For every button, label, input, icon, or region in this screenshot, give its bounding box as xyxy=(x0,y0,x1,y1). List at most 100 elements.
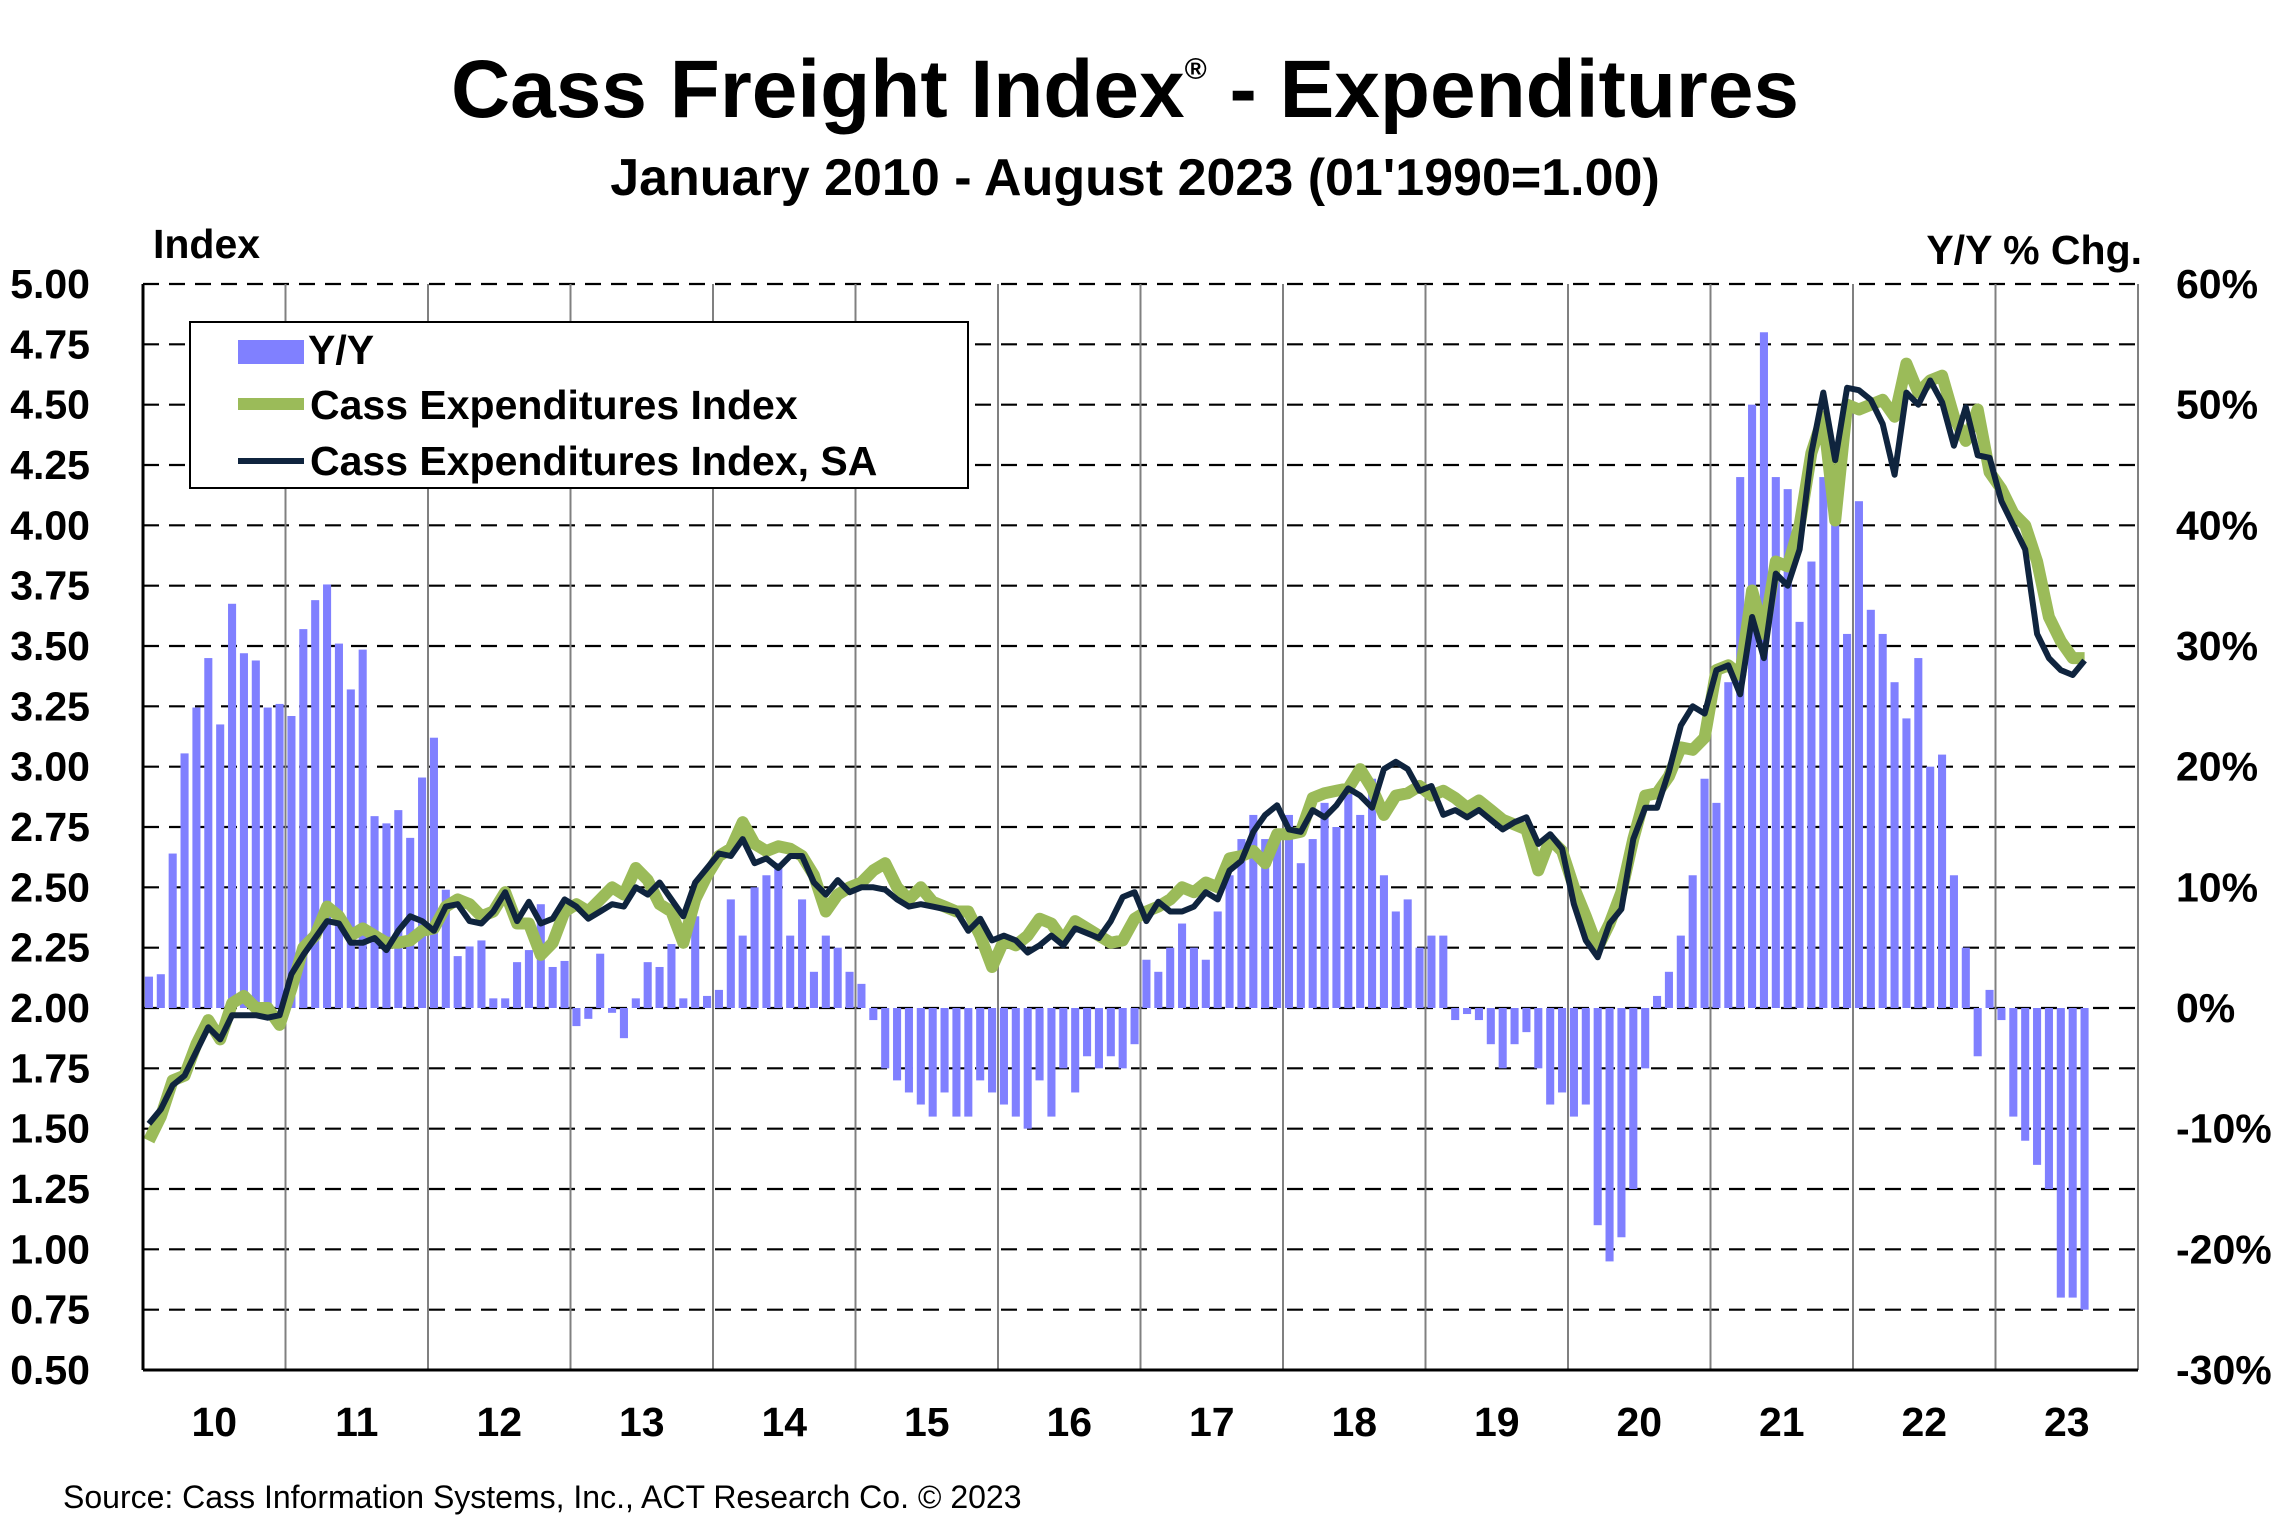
yy-bar xyxy=(1890,682,1899,1008)
yy-bar xyxy=(1688,875,1697,1008)
yy-bar xyxy=(655,966,664,1008)
y-tick-right: 0% xyxy=(2176,985,2235,1031)
yy-bar xyxy=(893,1008,902,1081)
legend-swatch-yy xyxy=(238,340,304,364)
yy-bar xyxy=(524,950,533,1008)
yy-bar xyxy=(2068,1008,2077,1298)
yy-bar xyxy=(1463,1008,1472,1015)
yy-bar xyxy=(1213,911,1222,1008)
y-tick-left: 2.75 xyxy=(10,804,90,850)
yy-bar xyxy=(1023,1008,1032,1129)
yy-bar xyxy=(2009,1008,2018,1117)
yy-bar xyxy=(287,715,296,1008)
yy-bar xyxy=(299,629,308,1008)
yy-bar xyxy=(1356,814,1365,1008)
axes xyxy=(141,284,2138,1372)
yy-bar xyxy=(619,1008,628,1039)
y-tick-left: 1.00 xyxy=(10,1226,90,1272)
yy-bar xyxy=(1854,501,1863,1008)
yy-bar xyxy=(239,653,248,1008)
y-tick-left: 2.25 xyxy=(10,925,90,971)
yy-bar xyxy=(1759,332,1768,1008)
y-tick-left: 3.25 xyxy=(10,683,90,729)
yy-bar xyxy=(501,998,510,1008)
yy-bar xyxy=(1189,947,1198,1008)
yy-bar xyxy=(1700,778,1709,1008)
yy-bar xyxy=(275,703,284,1008)
yy-bar xyxy=(928,1008,937,1117)
yy-bar xyxy=(596,953,605,1008)
yy-bar xyxy=(1914,658,1923,1008)
yy-bar xyxy=(774,863,783,1008)
yy-bar xyxy=(667,944,676,1008)
yy-bar xyxy=(1949,875,1958,1008)
line-expenditures-index-sa xyxy=(146,377,2087,1126)
yy-bar xyxy=(1320,802,1329,1008)
yy-bar xyxy=(1522,1008,1531,1033)
y-tick-right: -30% xyxy=(2176,1347,2272,1393)
yy-bar xyxy=(845,971,854,1008)
x-tick: 11 xyxy=(335,1399,378,1445)
yy-bar xyxy=(441,889,450,1008)
yy-bar xyxy=(1344,790,1353,1008)
yy-bar xyxy=(881,1008,890,1069)
y-tick-left: 3.00 xyxy=(10,744,90,790)
x-tick: 17 xyxy=(1189,1399,1235,1445)
yy-bar xyxy=(857,983,866,1008)
yy-bar xyxy=(1142,959,1151,1008)
yy-bar xyxy=(1985,989,1994,1008)
yy-bar xyxy=(2056,1008,2065,1298)
yy-bar xyxy=(1486,1008,1495,1045)
source-note: Source: Cass Information Systems, Inc., … xyxy=(63,1479,1022,1515)
yy-bar xyxy=(1237,839,1246,1008)
yy-bar xyxy=(263,707,272,1008)
gridlines xyxy=(143,282,2139,1370)
yy-bar xyxy=(1308,839,1317,1008)
yy-bar xyxy=(762,875,771,1008)
yy-bar xyxy=(1106,1008,1115,1057)
yy-bar xyxy=(1997,1008,2006,1021)
yy-bar xyxy=(786,935,795,1008)
yy-bar xyxy=(560,960,569,1008)
yy-bar xyxy=(192,707,201,1008)
yy-bar xyxy=(1047,1008,1056,1117)
index-lines xyxy=(143,357,2087,1144)
yy-bar xyxy=(1712,802,1721,1008)
yy-bars xyxy=(144,332,2089,1310)
y-tick-right: -10% xyxy=(2176,1106,2272,1152)
x-tick: 22 xyxy=(1901,1399,1947,1445)
yy-bar xyxy=(1166,947,1175,1008)
y-tick-right: 30% xyxy=(2176,623,2258,669)
yy-bar xyxy=(429,737,438,1008)
yy-bar xyxy=(691,916,700,1008)
x-tick: 14 xyxy=(761,1399,807,1445)
y-tick-left: 4.25 xyxy=(10,442,90,488)
yy-bar xyxy=(453,956,462,1008)
yy-bar xyxy=(1261,839,1270,1008)
yy-bar xyxy=(2033,1008,2042,1165)
y-tick-left: 3.50 xyxy=(10,623,90,669)
x-tick: 15 xyxy=(904,1399,950,1445)
y-tick-right: 20% xyxy=(2176,744,2258,790)
y-tick-right: 50% xyxy=(2176,382,2258,428)
y-tick-left: 1.50 xyxy=(10,1106,90,1152)
yy-bar xyxy=(1843,633,1852,1008)
yy-bar xyxy=(916,1008,925,1105)
yy-bar xyxy=(833,947,842,1008)
y-tick-left: 0.75 xyxy=(10,1287,90,1333)
yy-bar xyxy=(1831,489,1840,1009)
x-tick: 20 xyxy=(1616,1399,1662,1445)
yy-bar xyxy=(144,976,153,1008)
yy-bar xyxy=(1807,561,1816,1008)
yy-bar xyxy=(988,1008,997,1093)
yy-bar xyxy=(726,899,735,1008)
yy-bar xyxy=(1546,1008,1555,1105)
yy-bar xyxy=(1225,875,1234,1008)
yy-bar xyxy=(2021,1008,2030,1141)
yy-bar xyxy=(584,1008,593,1019)
yy-bar xyxy=(1059,1008,1068,1069)
yy-bar xyxy=(1368,778,1377,1008)
yy-bar xyxy=(1926,766,1935,1008)
yy-bar xyxy=(1273,839,1282,1008)
